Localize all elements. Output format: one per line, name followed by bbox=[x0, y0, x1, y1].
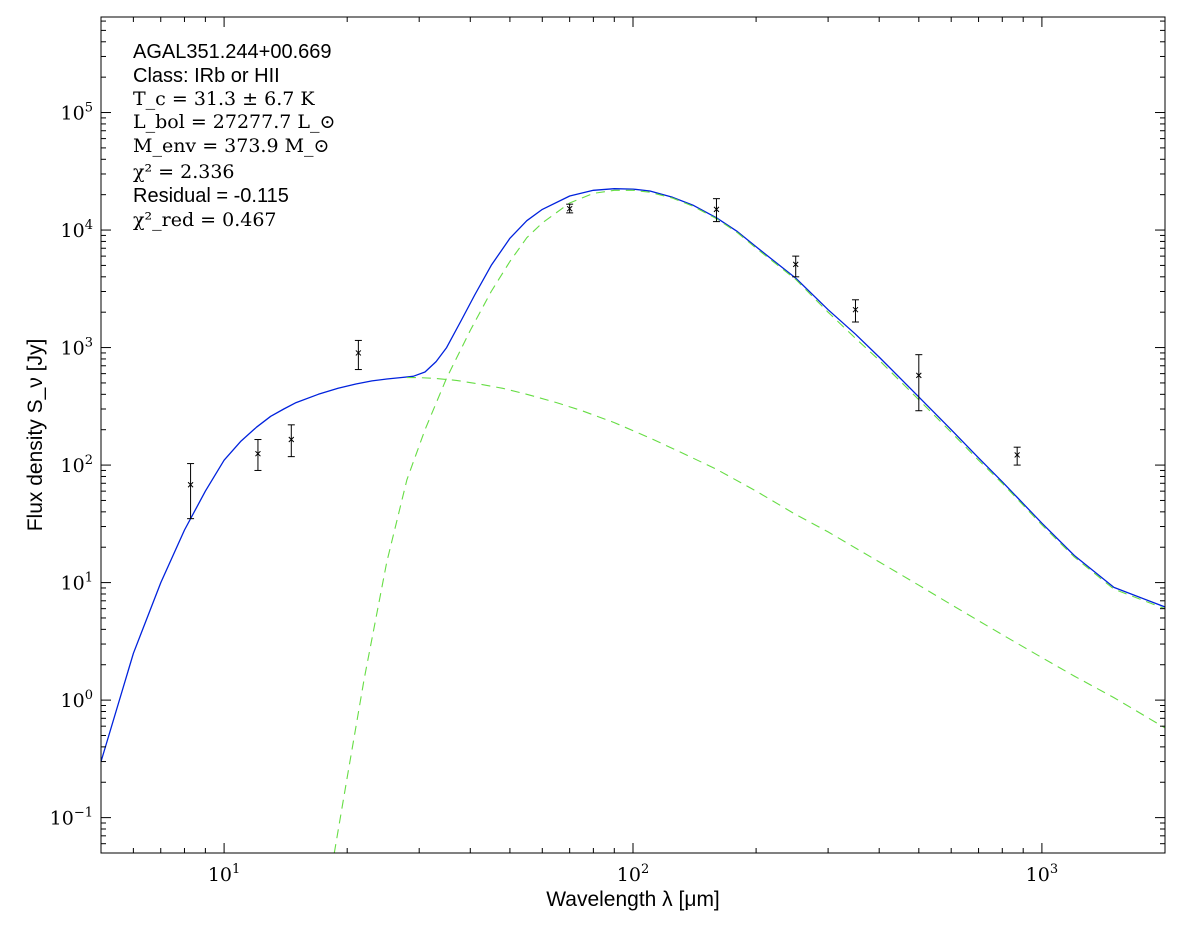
annotation-source: AGAL351.244+00.669 bbox=[133, 41, 332, 63]
data-marker bbox=[915, 372, 922, 379]
x-tick-label: 101 bbox=[208, 862, 240, 886]
y-axis-title: Flux density S_ν [Jy] bbox=[24, 339, 47, 532]
data-point bbox=[187, 463, 195, 520]
annotation-chi2-red: χ²_red = 0.467 bbox=[133, 209, 277, 231]
data-point bbox=[915, 354, 923, 412]
total-model-curve bbox=[101, 188, 1165, 762]
data-point bbox=[792, 255, 800, 278]
y-tick-label: 103 bbox=[61, 336, 93, 360]
x-axis-title: Wavelength λ [μm] bbox=[546, 888, 720, 911]
y-tick-label: 101 bbox=[61, 571, 93, 595]
data-point bbox=[566, 203, 574, 214]
component-curve-2 bbox=[406, 377, 1165, 729]
observed-photometry bbox=[187, 198, 1021, 520]
x-tick-label: 102 bbox=[617, 862, 649, 886]
y-tick-label: 10−1 bbox=[50, 806, 93, 830]
y-tick-label: 105 bbox=[61, 101, 93, 125]
data-marker bbox=[852, 306, 859, 313]
data-point bbox=[287, 424, 295, 458]
data-point bbox=[851, 299, 859, 323]
component-curve-1 bbox=[333, 189, 1165, 853]
annotation-class: Class: IRb or HII bbox=[133, 65, 280, 87]
data-marker bbox=[255, 450, 261, 457]
data-marker bbox=[355, 350, 362, 356]
plot-frame bbox=[100, 16, 1166, 854]
data-marker bbox=[713, 206, 720, 213]
annotation-tc: T_c = 31.3 ± 6.7 K bbox=[133, 88, 315, 110]
annotation-residual: Residual = -0.115 bbox=[133, 185, 289, 207]
data-point bbox=[712, 198, 720, 223]
data-point bbox=[354, 339, 362, 371]
data-point bbox=[254, 439, 262, 471]
annotation-lbol: L_bol = 27277.7 L_⊙ bbox=[133, 111, 335, 133]
annotation-block: AGAL351.244+00.669 Class: IRb or HII T_c… bbox=[133, 41, 335, 231]
data-marker bbox=[288, 436, 295, 443]
data-marker bbox=[566, 205, 573, 212]
y-tick-label: 104 bbox=[61, 218, 93, 242]
annotation-chi2: χ² = 2.336 bbox=[133, 161, 235, 183]
x-tick-label: 103 bbox=[1026, 862, 1058, 886]
data-marker bbox=[792, 261, 799, 268]
data-marker bbox=[1014, 452, 1021, 458]
annotation-menv: M_env = 373.9 M_⊙ bbox=[133, 135, 329, 157]
y-tick-label: 102 bbox=[61, 453, 93, 477]
y-tick-label: 100 bbox=[61, 688, 93, 712]
data-marker bbox=[187, 481, 194, 488]
model-curves bbox=[101, 188, 1165, 853]
axis-ticks: 101 102 103 10−1 100 101 102 103 104 105 bbox=[50, 17, 1166, 886]
data-point bbox=[1013, 446, 1021, 466]
